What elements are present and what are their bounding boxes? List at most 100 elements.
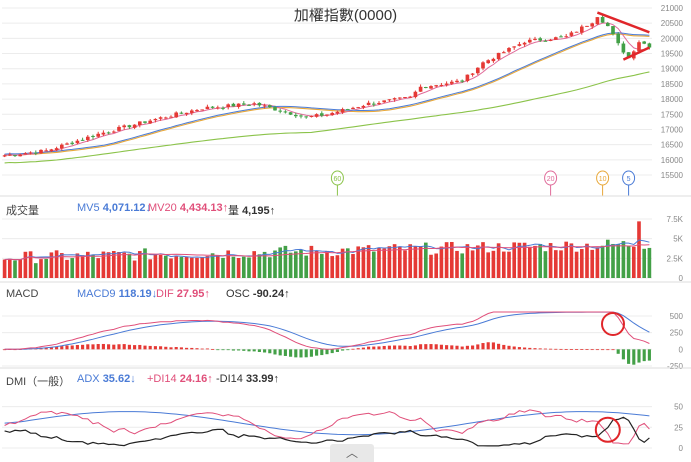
volume-bar: [423, 242, 428, 278]
osc-bar: [247, 349, 251, 352]
candle-body: [101, 132, 106, 135]
candle-body: [559, 36, 563, 38]
osc-bar: [263, 349, 267, 353]
candle-body: [221, 107, 225, 109]
osc-bar: [148, 345, 152, 350]
volume-bar: [221, 257, 225, 278]
osc-bar: [455, 345, 459, 350]
volume-bar: [299, 249, 303, 278]
candle-body: [361, 105, 366, 108]
volume-panel-label: 成交量: [6, 205, 39, 217]
chevron-up-icon[interactable]: ︿: [345, 446, 358, 460]
volume-bar: [361, 247, 366, 278]
candle-body: [517, 44, 522, 46]
osc-bar: [393, 345, 397, 350]
candle-body: [33, 152, 38, 154]
price-tick-label: 20000: [661, 34, 684, 43]
mdi-line: [4, 416, 650, 447]
volume-bar: [621, 241, 626, 278]
osc-bar: [372, 346, 376, 350]
candle-body: [621, 43, 626, 53]
candle-body: [397, 97, 402, 99]
period-marker-label: 20: [547, 176, 555, 183]
osc-bar: [200, 348, 204, 350]
chart-title: 加權指數(0000): [293, 7, 398, 24]
osc-bar: [65, 345, 69, 350]
volume-bar: [210, 253, 215, 278]
osc-bar: [382, 345, 386, 350]
volume-bar: [283, 245, 288, 278]
volume-bar: [527, 246, 532, 278]
candle-body: [377, 102, 381, 104]
volume-bar: [13, 260, 17, 278]
volume-bar: [174, 255, 179, 278]
candle-body: [257, 102, 262, 106]
candle-body: [314, 114, 319, 117]
candle-body: [423, 87, 428, 89]
volume-bar: [340, 248, 345, 278]
volume-bar: [439, 246, 444, 278]
candle-body: [325, 114, 329, 116]
volume-bar: [517, 242, 522, 278]
osc-bar: [445, 345, 449, 350]
volume-bar: [163, 255, 168, 278]
volume-bar: [595, 247, 600, 278]
osc-bar: [127, 344, 131, 350]
candle-body: [65, 143, 69, 145]
candle-body: [299, 115, 303, 117]
volume-bar: [345, 248, 350, 278]
osc-bar: [538, 348, 542, 350]
scroll-up-button[interactable]: ︿: [330, 444, 374, 462]
volume-bar: [18, 259, 23, 278]
candle-body: [496, 52, 501, 60]
candle-body: [507, 48, 511, 52]
osc-bar: [595, 349, 599, 351]
volume-bar: [382, 248, 387, 278]
candle-body: [13, 155, 17, 157]
osc-bar: [289, 349, 293, 357]
candle-body: [319, 113, 324, 116]
candle-body: [241, 103, 246, 105]
volume-bar: [132, 260, 137, 278]
osc-bar: [60, 346, 64, 350]
candle-body: [366, 102, 371, 106]
candle-body: [527, 39, 532, 43]
candle-body: [215, 107, 220, 109]
candle-body: [642, 41, 647, 44]
osc-bar: [221, 349, 225, 351]
volume-bar: [158, 254, 163, 278]
price-tick-label: 16000: [661, 156, 684, 165]
osc-bar: [81, 344, 85, 350]
candle-body: [262, 105, 267, 107]
volume-bar: [403, 250, 407, 278]
price-tick-label: 17000: [661, 125, 684, 134]
osc-bar: [429, 344, 433, 350]
candle-body: [533, 38, 537, 40]
macd-tick-label: 250: [670, 329, 684, 338]
candle-body: [226, 104, 231, 108]
volume-bar: [507, 251, 511, 278]
candle-body: [18, 154, 23, 157]
osc-bar: [398, 345, 402, 350]
candle-body: [288, 112, 293, 115]
volume-bar: [309, 245, 314, 278]
candle-body: [309, 116, 314, 118]
candle-body: [132, 124, 137, 128]
candle-body: [273, 107, 277, 111]
volume-bar: [91, 254, 95, 278]
volume-bar: [169, 258, 173, 278]
osc-bar: [632, 349, 636, 365]
osc-bar: [205, 348, 209, 350]
candle-body: [439, 84, 444, 86]
volume-bar: [548, 243, 553, 278]
candle-body: [543, 40, 548, 42]
volume-bar: [257, 254, 262, 278]
mv20-line: [4, 244, 650, 261]
volume-bar: [434, 253, 439, 278]
pdi-line: [4, 409, 650, 445]
candle-body: [335, 111, 340, 114]
volume-bar: [33, 263, 38, 278]
osc-bar: [647, 349, 651, 361]
volume-bar: [314, 250, 319, 278]
volume-bar: [616, 244, 621, 278]
